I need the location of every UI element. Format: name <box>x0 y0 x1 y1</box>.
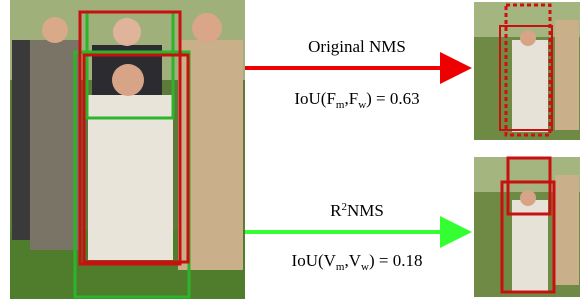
formula-sub: w <box>361 261 369 273</box>
formula-part: ) = 0.63 <box>366 89 420 108</box>
result-photo-top <box>474 2 580 140</box>
formula-part: IoU(V <box>292 251 337 270</box>
formula-part: IoU(F <box>294 89 336 108</box>
result-photo-bottom <box>474 157 580 297</box>
label-part: R <box>330 201 342 220</box>
figure: Original NMS IoU(Fm,Fw) = 0.63 R2NMS IoU… <box>0 0 580 299</box>
bottom-formula: IoU(Vm,Vw) = 0.18 <box>292 251 423 273</box>
formula-part: ,V <box>344 251 361 270</box>
formula-part: ,F <box>344 89 358 108</box>
bottom-label: R2NMS <box>330 201 384 220</box>
top-label: Original NMS <box>308 37 406 56</box>
main-photo <box>10 0 245 299</box>
top-formula: IoU(Fm,Fw) = 0.63 <box>294 89 419 111</box>
formula-sub: w <box>358 99 366 111</box>
label-part: NMS <box>347 201 384 220</box>
formula-part: ) = 0.18 <box>369 251 423 270</box>
